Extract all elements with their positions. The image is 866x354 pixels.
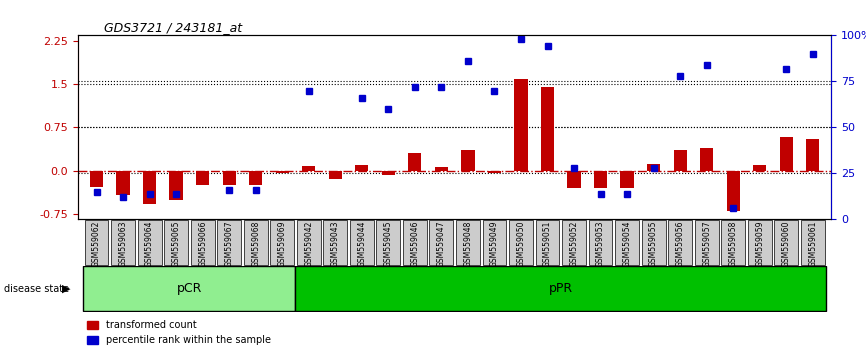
FancyBboxPatch shape <box>165 220 188 265</box>
Text: GSM559046: GSM559046 <box>410 221 419 267</box>
Bar <box>435 166 448 171</box>
Bar <box>355 165 368 171</box>
FancyBboxPatch shape <box>217 220 241 265</box>
FancyBboxPatch shape <box>535 220 559 265</box>
FancyBboxPatch shape <box>669 220 692 265</box>
Bar <box>700 148 714 171</box>
Bar <box>116 171 130 195</box>
Bar <box>488 171 501 173</box>
Text: GSM559048: GSM559048 <box>463 221 473 267</box>
Text: GSM559068: GSM559068 <box>251 221 260 267</box>
Text: GDS3721 / 243181_at: GDS3721 / 243181_at <box>104 21 242 34</box>
Bar <box>514 79 527 171</box>
Text: GSM559054: GSM559054 <box>623 221 631 267</box>
Text: GSM559053: GSM559053 <box>596 221 605 267</box>
FancyBboxPatch shape <box>403 220 427 265</box>
Text: GSM559061: GSM559061 <box>808 221 818 267</box>
FancyBboxPatch shape <box>748 220 772 265</box>
Bar <box>541 87 554 171</box>
Text: GSM559058: GSM559058 <box>728 221 738 267</box>
Text: GSM559066: GSM559066 <box>198 221 207 267</box>
Text: GSM559067: GSM559067 <box>224 221 234 267</box>
Text: GSM559059: GSM559059 <box>755 221 764 267</box>
FancyBboxPatch shape <box>801 220 824 265</box>
Bar <box>408 153 422 171</box>
FancyBboxPatch shape <box>509 220 533 265</box>
Text: GSM559060: GSM559060 <box>782 221 791 267</box>
FancyBboxPatch shape <box>83 267 295 310</box>
FancyBboxPatch shape <box>456 220 480 265</box>
FancyBboxPatch shape <box>243 220 268 265</box>
FancyBboxPatch shape <box>138 220 161 265</box>
Bar <box>462 150 475 171</box>
Text: disease state: disease state <box>4 284 69 293</box>
Text: GSM559044: GSM559044 <box>358 221 366 267</box>
Text: GSM559050: GSM559050 <box>516 221 526 267</box>
FancyBboxPatch shape <box>721 220 745 265</box>
Text: GSM559065: GSM559065 <box>171 221 181 267</box>
Text: GSM559051: GSM559051 <box>543 221 552 267</box>
Bar <box>779 137 793 171</box>
Bar <box>594 171 607 188</box>
Text: pPR: pPR <box>549 282 572 295</box>
Bar <box>674 150 687 171</box>
FancyBboxPatch shape <box>323 220 347 265</box>
Bar <box>328 171 342 179</box>
Bar <box>143 171 156 204</box>
FancyBboxPatch shape <box>377 220 400 265</box>
FancyBboxPatch shape <box>589 220 612 265</box>
Text: ▶: ▶ <box>62 284 71 293</box>
Bar <box>275 171 289 173</box>
FancyBboxPatch shape <box>615 220 639 265</box>
FancyBboxPatch shape <box>695 220 719 265</box>
FancyBboxPatch shape <box>297 220 320 265</box>
Text: GSM559047: GSM559047 <box>436 221 446 267</box>
Bar <box>647 164 660 171</box>
FancyBboxPatch shape <box>85 220 108 265</box>
Text: GSM559056: GSM559056 <box>675 221 685 267</box>
FancyBboxPatch shape <box>642 220 666 265</box>
Text: GSM559045: GSM559045 <box>384 221 393 267</box>
Bar <box>382 171 395 175</box>
Bar <box>196 171 210 185</box>
Bar <box>727 171 740 211</box>
Bar <box>620 171 634 188</box>
Text: pCR: pCR <box>177 282 202 295</box>
Bar <box>567 171 581 188</box>
Bar <box>249 171 262 185</box>
FancyBboxPatch shape <box>111 220 135 265</box>
Text: GSM559069: GSM559069 <box>278 221 287 267</box>
FancyBboxPatch shape <box>562 220 586 265</box>
FancyBboxPatch shape <box>774 220 798 265</box>
Bar <box>753 165 766 171</box>
FancyBboxPatch shape <box>482 220 507 265</box>
FancyBboxPatch shape <box>295 267 826 310</box>
Bar <box>223 171 236 185</box>
FancyBboxPatch shape <box>270 220 294 265</box>
Legend: transformed count, percentile rank within the sample: transformed count, percentile rank withi… <box>83 316 275 349</box>
Text: GSM559062: GSM559062 <box>92 221 101 267</box>
Text: GSM559055: GSM559055 <box>650 221 658 267</box>
Text: GSM559043: GSM559043 <box>331 221 339 267</box>
Bar <box>806 139 819 171</box>
Text: GSM559063: GSM559063 <box>119 221 127 267</box>
FancyBboxPatch shape <box>191 220 215 265</box>
Text: GSM559042: GSM559042 <box>304 221 313 267</box>
Bar <box>170 171 183 200</box>
Bar <box>90 171 103 187</box>
Text: GSM559052: GSM559052 <box>570 221 578 267</box>
Bar <box>302 166 315 171</box>
FancyBboxPatch shape <box>430 220 453 265</box>
FancyBboxPatch shape <box>350 220 374 265</box>
Text: GSM559064: GSM559064 <box>145 221 154 267</box>
Text: GSM559057: GSM559057 <box>702 221 711 267</box>
Text: GSM559049: GSM559049 <box>490 221 499 267</box>
